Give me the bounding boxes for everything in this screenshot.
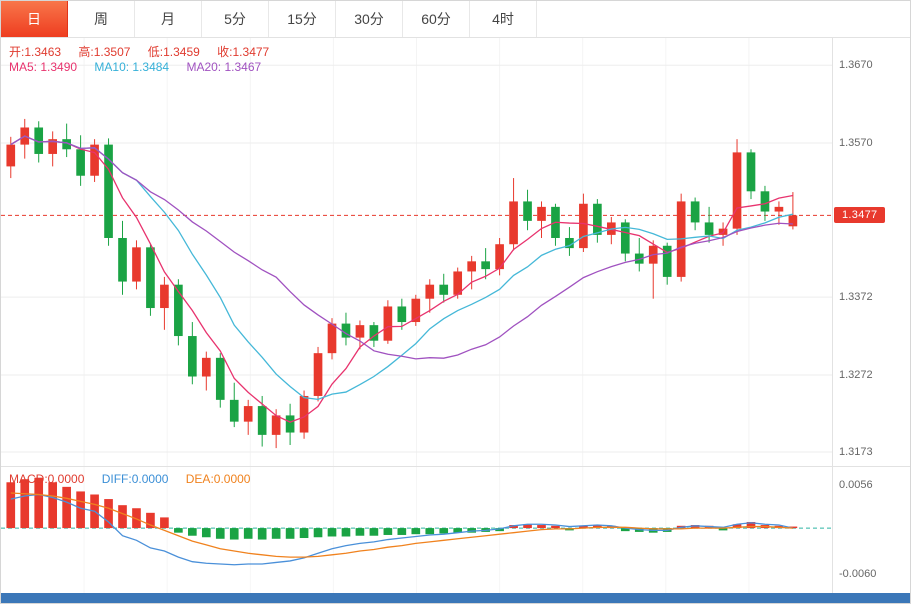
y-axis-label: 1.3372 xyxy=(839,291,873,304)
dea-line xyxy=(10,492,793,558)
dea-value: DEA:0.0000 xyxy=(185,472,251,486)
ma5-line xyxy=(10,135,794,423)
diff-value: DIFF:0.0000 xyxy=(101,472,169,486)
tab-60min[interactable]: 60分 xyxy=(403,1,470,37)
tab-week[interactable]: 周 xyxy=(68,1,135,37)
timeframe-tabs: 日 周 月 5分 15分 30分 60分 4时 xyxy=(1,1,910,38)
macd-info: MACD:0.0000 DIFF:0.0000 DEA:0.0000 xyxy=(9,472,264,486)
macd-panel: MACD:0.0000 DIFF:0.0000 DEA:0.0000 0.005… xyxy=(1,466,910,593)
ma5-value: MA5: 1.3490 xyxy=(9,60,78,74)
y-axis-label: 0.0056 xyxy=(839,479,873,492)
horizontal-scrollbar[interactable] xyxy=(1,593,910,603)
macd-axis: 0.0056 -0.0060 xyxy=(832,467,910,593)
macd-chart[interactable] xyxy=(1,467,832,593)
ma10-line xyxy=(10,135,794,401)
tab-month[interactable]: 月 xyxy=(135,1,202,37)
macd-value: MACD:0.0000 xyxy=(9,472,85,486)
diff-line xyxy=(10,493,794,566)
ma-info: MA5: 1.3490 MA10: 1.3484 MA20: 1.3467 xyxy=(9,60,275,74)
y-axis-label: 1.3272 xyxy=(839,368,873,381)
ma10-value: MA10: 1.3484 xyxy=(94,60,170,74)
candlestick-chart[interactable] xyxy=(1,38,832,466)
main-chart-panel: 开:1.3463 高:1.3507 低:1.3459 收:1.3477 MA5:… xyxy=(1,38,910,466)
y-axis-label: 1.3173 xyxy=(839,445,873,458)
macd-histogram xyxy=(6,477,798,540)
tab-day[interactable]: 日 xyxy=(1,1,68,37)
tab-4hour[interactable]: 4时 xyxy=(470,1,537,37)
y-axis-label: -0.0060 xyxy=(839,567,877,580)
tab-30min[interactable]: 30分 xyxy=(336,1,403,37)
candles-group xyxy=(6,118,798,449)
tab-15min[interactable]: 15分 xyxy=(269,1,336,37)
ma20-line xyxy=(10,135,793,360)
close-value: 收:1.3477 xyxy=(217,45,270,59)
high-value: 高:1.3507 xyxy=(78,45,131,59)
price-axis: 1.3477 1.3670 1.3570 1.3372 1.3272 1.3173 xyxy=(832,38,910,466)
ma20-value: MA20: 1.3467 xyxy=(186,60,262,74)
tab-5min[interactable]: 5分 xyxy=(202,1,269,37)
open-value: 开:1.3463 xyxy=(9,45,62,59)
ohlc-info: 开:1.3463 高:1.3507 低:1.3459 收:1.3477 xyxy=(9,43,283,60)
low-value: 低:1.3459 xyxy=(147,45,200,59)
current-price-badge: 1.3477 xyxy=(834,207,886,224)
y-axis-label: 1.3670 xyxy=(839,59,873,72)
y-axis-label: 1.3570 xyxy=(839,137,873,150)
